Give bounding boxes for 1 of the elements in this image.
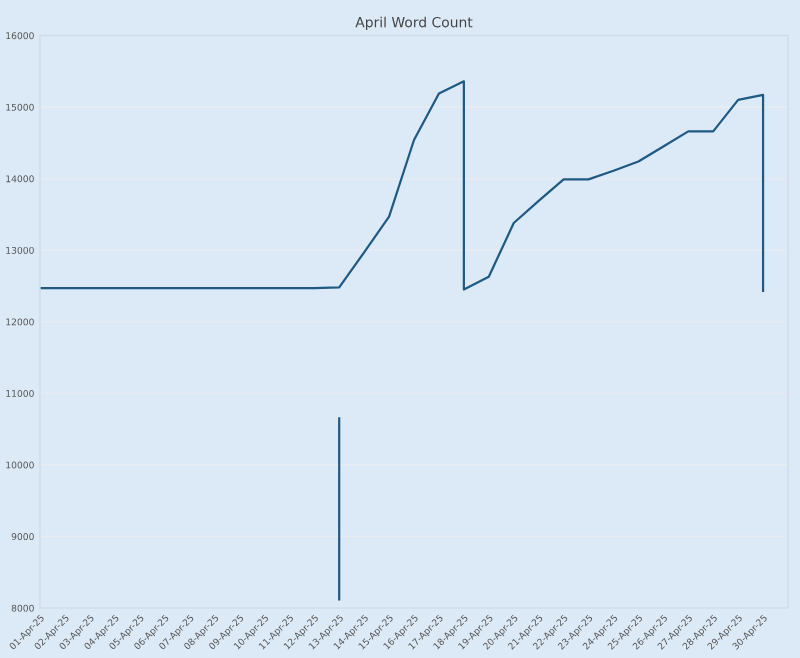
line-series [40,80,765,293]
